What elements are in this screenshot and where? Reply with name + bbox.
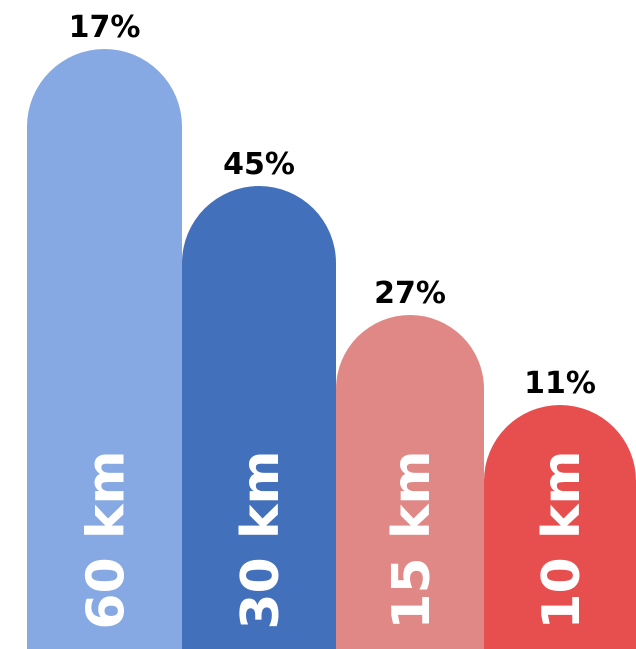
category-label-1: 60 km (77, 450, 137, 629)
value-label-1: 17% (69, 10, 141, 45)
category-label-3: 15 km (382, 450, 442, 629)
value-label-4: 11% (524, 366, 596, 401)
bar-2 (182, 186, 336, 649)
category-label-4: 10 km (532, 450, 592, 629)
bar-3 (336, 315, 484, 649)
value-label-3: 27% (374, 276, 446, 311)
bars-layer (27, 49, 636, 649)
bar-4 (484, 405, 636, 649)
value-label-2: 45% (223, 147, 295, 182)
category-label-2: 30 km (231, 450, 291, 629)
bar-1 (27, 49, 182, 649)
labels-layer: 17% 60 km 45% 30 km 27% 15 km 11% 10 km (69, 10, 596, 630)
